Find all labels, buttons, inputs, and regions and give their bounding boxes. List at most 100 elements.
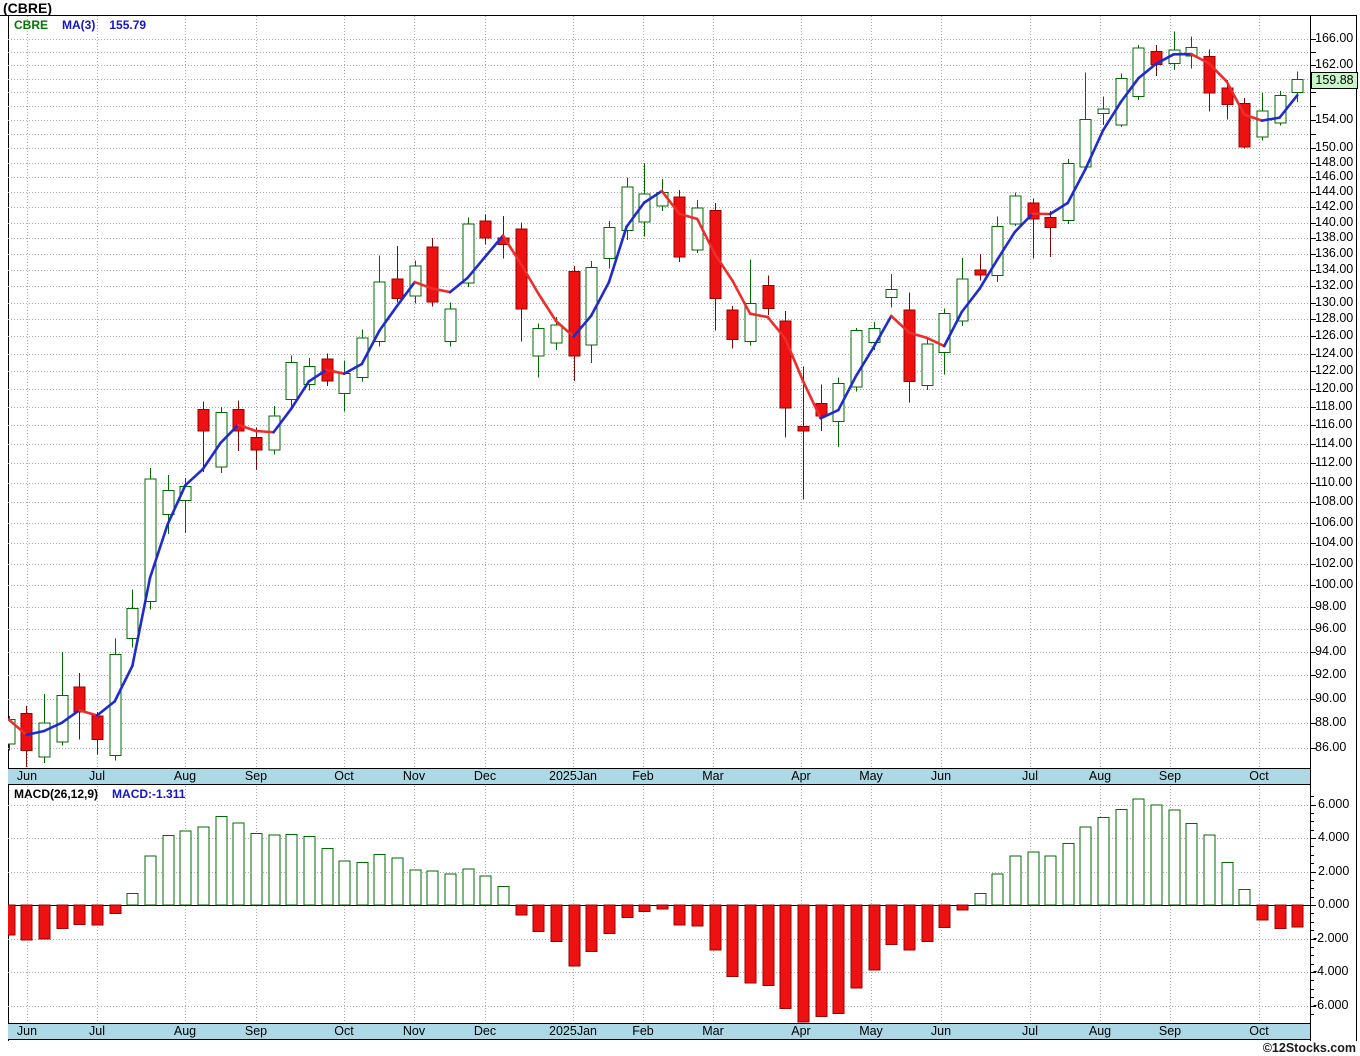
macd-axis-tick [1310, 972, 1316, 973]
price-axis-tick [1310, 192, 1316, 193]
macd-bar-positive [1168, 809, 1181, 906]
macd-axis-tick [1310, 897, 1314, 898]
macd-bar-negative [532, 904, 545, 933]
candle-up [1097, 108, 1110, 115]
candle-up [303, 366, 316, 385]
ma-line-segment [113, 664, 134, 703]
ma-line-segment [1243, 113, 1264, 122]
price-axis-tick [1310, 286, 1316, 287]
ma-line-segment [1278, 94, 1299, 119]
month-label: Jul [89, 1024, 105, 1038]
candle-down [20, 712, 33, 752]
macd-axis-tick [1310, 1014, 1314, 1015]
month-label: Feb [632, 769, 654, 783]
price-axis-tick [1310, 699, 1316, 700]
macd-axis-tick [1310, 947, 1314, 948]
macd-axis-tick [1310, 821, 1314, 822]
macd-bar-positive [974, 892, 987, 906]
macd-axis-tick [1310, 930, 1314, 931]
ma-line-segment [201, 441, 222, 471]
macd-axis-tick [1310, 830, 1314, 831]
month-label: Oct [334, 769, 354, 783]
ma-line-segment [607, 225, 628, 284]
ma-line-segment [678, 212, 699, 221]
price-axis-label: 148.00 [1315, 155, 1354, 169]
price-axis-tick [1310, 585, 1316, 586]
candle-up [1291, 79, 1304, 93]
macd-bar-positive [391, 857, 404, 906]
price-axis-tick [1310, 389, 1316, 390]
candle-up [832, 382, 845, 423]
ma-line-segment [925, 336, 946, 348]
candle-up [338, 373, 351, 394]
ma-line-segment [378, 304, 399, 332]
month-label: Apr [791, 769, 811, 783]
month-label: Mar [702, 769, 724, 783]
macd-axis-label: 6.000 [1318, 797, 1350, 811]
price-axis-tick [1310, 675, 1316, 676]
macd-bar-negative [673, 904, 686, 926]
month-label: Sep [1158, 769, 1182, 783]
price-axis-tick [1310, 407, 1316, 408]
ma-line-segment [395, 280, 417, 308]
candle-down [779, 320, 792, 409]
macd-axis-tick [1310, 796, 1314, 797]
macd-axis-tick [1310, 939, 1316, 940]
candle-up [550, 324, 563, 344]
macd-bar-negative [91, 904, 104, 926]
price-axis-tick [1310, 65, 1316, 66]
ma-line-segment [554, 319, 575, 338]
price-axis-label: 86.00 [1315, 740, 1347, 754]
price-axis-label: 134.00 [1315, 262, 1354, 276]
site-credit-link[interactable]: ©12Stocks.com [1262, 1041, 1356, 1055]
macd-bar-positive [479, 875, 492, 906]
macd-bar-positive [215, 816, 228, 906]
ma-line-segment [219, 423, 240, 445]
macd-bar-positive [1150, 804, 1163, 906]
macd-axis-tick [1310, 880, 1314, 881]
price-axis-tick [1310, 564, 1316, 565]
candle-up [285, 361, 298, 401]
macd-axis-label: -2.000 [1313, 931, 1349, 945]
price-axis-tick [1310, 177, 1316, 178]
candle-down [797, 425, 810, 432]
last-price-badge: 159.88 [1311, 72, 1358, 89]
macd-bar-negative [850, 904, 863, 989]
macd-bar-negative [956, 904, 969, 911]
candle-down [1044, 216, 1057, 228]
month-label: Jun [16, 769, 38, 783]
ma-line-segment [660, 189, 681, 216]
candle-down [232, 409, 245, 432]
macd-bar-positive [1044, 855, 1057, 906]
ma-line-segment [272, 407, 293, 434]
month-label: Oct [1249, 769, 1269, 783]
candle-down [726, 309, 739, 341]
macd-bar-negative [603, 904, 616, 934]
price-axis-label: 140.00 [1315, 215, 1354, 229]
ma-line-segment [748, 312, 770, 319]
month-label: 2025Jan [549, 1024, 597, 1038]
price-axis-tick [1310, 425, 1316, 426]
price-axis-label: 130.00 [1315, 295, 1354, 309]
ma-line-segment [1154, 53, 1175, 66]
ma-line-segment [731, 279, 752, 315]
ma-line-segment [784, 337, 805, 383]
price-axis-tick [1310, 134, 1316, 135]
ma-line-segment [431, 287, 452, 294]
ma-line-segment [95, 700, 116, 717]
macd-bar-negative [903, 904, 916, 951]
month-axis-middle: Jun Jul Aug Sep Oct Nov Dec 2025Jan Feb Mar Apr May… [8, 768, 1310, 785]
ma-line-segment [325, 368, 346, 376]
ma-line-segment [342, 362, 364, 376]
price-axis-label: 146.00 [1315, 169, 1354, 183]
macd-axis-label: 4.000 [1318, 830, 1350, 844]
price-axis-tick [1310, 120, 1316, 121]
macd-bar-positive [462, 868, 475, 906]
ma-line-segment [166, 483, 187, 526]
macd-axis-tick [1310, 980, 1314, 981]
price-axis-label: 116.00 [1315, 417, 1353, 431]
price-axis-label: 122.00 [1315, 363, 1354, 377]
macd-bar-positive [1062, 842, 1075, 906]
candle-up [885, 288, 898, 299]
candle-up [38, 722, 51, 758]
